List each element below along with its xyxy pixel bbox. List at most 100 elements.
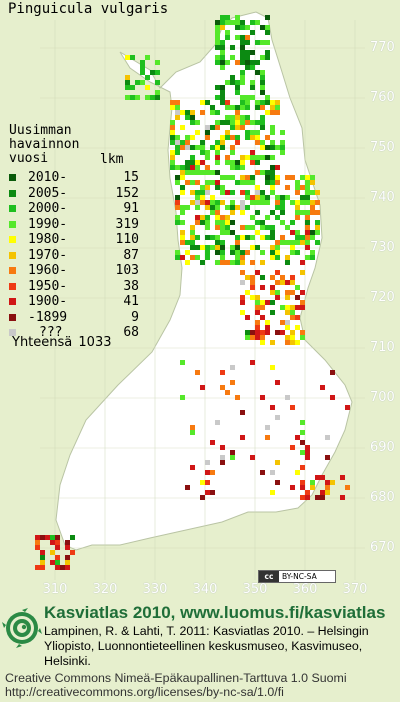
observation-square bbox=[155, 60, 160, 65]
observation-square bbox=[250, 160, 255, 165]
observation-square bbox=[275, 330, 280, 335]
observation-square bbox=[220, 455, 225, 460]
observation-square bbox=[215, 45, 220, 50]
legend-year: -1899 bbox=[28, 309, 68, 325]
x-tick: 350 bbox=[242, 582, 268, 597]
observation-square bbox=[270, 210, 275, 215]
observation-square bbox=[265, 235, 270, 240]
observation-square bbox=[185, 240, 190, 245]
observation-square bbox=[235, 110, 240, 115]
observation-square bbox=[315, 230, 320, 235]
observation-square bbox=[230, 120, 235, 125]
observation-square bbox=[235, 85, 240, 90]
observation-square bbox=[170, 140, 175, 145]
observation-square bbox=[220, 245, 225, 250]
observation-square bbox=[170, 120, 175, 125]
observation-square bbox=[170, 150, 175, 155]
observation-square bbox=[230, 260, 235, 265]
y-tick: 700 bbox=[370, 390, 395, 405]
observation-square bbox=[195, 130, 200, 135]
site-link[interactable]: Kasviatlas 2010, www.luomus.fi/kasviatla… bbox=[44, 603, 386, 622]
observation-square bbox=[175, 150, 180, 155]
observation-square bbox=[250, 195, 255, 200]
observation-square bbox=[215, 120, 220, 125]
observation-square bbox=[315, 240, 320, 245]
observation-square bbox=[215, 35, 220, 40]
observation-square bbox=[225, 190, 230, 195]
observation-square bbox=[195, 170, 200, 175]
observation-square bbox=[270, 180, 275, 185]
observation-square bbox=[215, 420, 220, 425]
observation-square bbox=[210, 195, 215, 200]
observation-square bbox=[280, 330, 285, 335]
observation-square bbox=[240, 50, 245, 55]
observation-square bbox=[285, 335, 290, 340]
observation-square bbox=[210, 200, 215, 205]
observation-square bbox=[245, 225, 250, 230]
observation-square bbox=[245, 135, 250, 140]
observation-square bbox=[220, 90, 225, 95]
observation-square bbox=[270, 235, 275, 240]
observation-square bbox=[295, 180, 300, 185]
observation-square bbox=[260, 140, 265, 145]
observation-square bbox=[245, 290, 250, 295]
observation-square bbox=[255, 305, 260, 310]
observation-square bbox=[215, 40, 220, 45]
observation-square bbox=[195, 255, 200, 260]
observation-square bbox=[130, 85, 135, 90]
observation-square bbox=[205, 460, 210, 465]
observation-square bbox=[260, 125, 265, 130]
observation-square bbox=[235, 115, 240, 120]
observation-square bbox=[245, 65, 250, 70]
observation-square bbox=[205, 190, 210, 195]
observation-square bbox=[240, 280, 245, 285]
observation-square bbox=[185, 160, 190, 165]
observation-square bbox=[180, 170, 185, 175]
legend-count: 103 bbox=[115, 263, 139, 278]
license-url[interactable]: http://creativecommons.org/licenses/by-n… bbox=[5, 685, 284, 699]
observation-square bbox=[180, 190, 185, 195]
cc-license-badge[interactable]: cc BY-NC-SA bbox=[258, 570, 336, 583]
observation-square bbox=[70, 535, 75, 540]
observation-square bbox=[195, 120, 200, 125]
observation-square bbox=[245, 250, 250, 255]
observation-square bbox=[295, 435, 300, 440]
legend-swatch bbox=[9, 236, 16, 243]
observation-square bbox=[245, 175, 250, 180]
observation-square bbox=[210, 245, 215, 250]
observation-square bbox=[215, 85, 220, 90]
observation-square bbox=[290, 240, 295, 245]
observation-square bbox=[270, 470, 275, 475]
observation-square bbox=[230, 165, 235, 170]
observation-square bbox=[250, 80, 255, 85]
observation-square bbox=[320, 475, 325, 480]
observation-square bbox=[215, 145, 220, 150]
observation-square bbox=[250, 155, 255, 160]
observation-square bbox=[315, 220, 320, 225]
observation-square bbox=[250, 175, 255, 180]
observation-square bbox=[255, 105, 260, 110]
observation-square bbox=[220, 40, 225, 45]
observation-square bbox=[255, 20, 260, 25]
observation-square bbox=[55, 535, 60, 540]
observation-square bbox=[255, 100, 260, 105]
observation-square bbox=[260, 70, 265, 75]
observation-square bbox=[325, 490, 330, 495]
observation-square bbox=[155, 95, 160, 100]
legend-swatch bbox=[9, 205, 16, 212]
observation-square bbox=[225, 220, 230, 225]
observation-square bbox=[150, 70, 155, 75]
observation-square bbox=[290, 330, 295, 335]
observation-square bbox=[175, 180, 180, 185]
observation-square bbox=[225, 135, 230, 140]
legend-count: 91 bbox=[123, 201, 139, 216]
observation-square bbox=[255, 120, 260, 125]
observation-square bbox=[270, 185, 275, 190]
observation-square bbox=[305, 180, 310, 185]
observation-square bbox=[145, 85, 150, 90]
observation-square bbox=[305, 225, 310, 230]
observation-square bbox=[190, 465, 195, 470]
observation-square bbox=[295, 230, 300, 235]
observation-square bbox=[200, 200, 205, 205]
